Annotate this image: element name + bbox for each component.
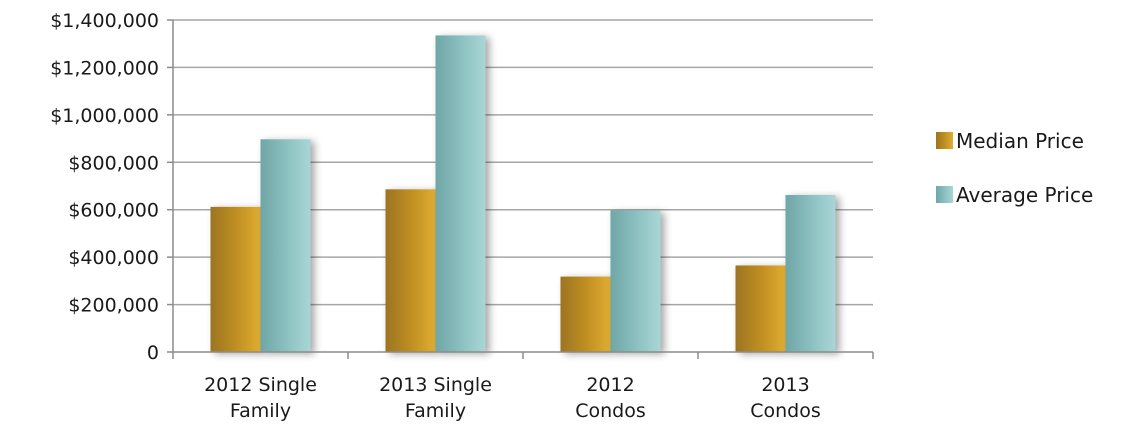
bar-average-price	[610, 210, 661, 352]
bar-median-price	[735, 265, 786, 352]
y-tick-label: $800,000	[68, 152, 159, 174]
x-category-label: Family	[230, 400, 291, 422]
legend-label: Median Price	[956, 129, 1084, 153]
x-category-label: 2013 Single	[379, 374, 492, 396]
x-category-label: Family	[405, 400, 466, 422]
x-category-label: 2013	[761, 374, 809, 396]
bar-average-price	[785, 195, 836, 352]
y-axis-tick-labels: 0 $200,000 $400,000 $600,000 $800,000 $1,000,…	[50, 10, 159, 364]
x-category-label: Condos	[575, 400, 646, 422]
bars	[210, 35, 836, 353]
bar-median-price	[385, 189, 436, 352]
y-tick-label: $200,000	[68, 295, 159, 317]
legend-swatch-average-price	[936, 186, 953, 203]
axes	[167, 19, 874, 359]
x-category-label: Condos	[750, 400, 821, 422]
x-axis-category-labels: 2012 Single Family 2013 Single Family 2012 Co…	[204, 374, 821, 422]
legend-swatch-median-price	[936, 132, 953, 149]
bar-median-price	[210, 206, 261, 352]
y-tick-label: $1,400,000	[50, 10, 159, 32]
bar-average-price	[260, 139, 311, 352]
y-tick-label: $1,200,000	[50, 57, 159, 79]
legend-label: Average Price	[956, 183, 1093, 207]
bar-average-price	[435, 35, 486, 353]
legend: Median Price Average Price	[936, 129, 1093, 207]
bar-median-price	[560, 276, 611, 352]
y-tick-label: $1,000,000	[50, 105, 159, 127]
y-tick-label: $600,000	[68, 200, 159, 222]
y-tick-label: 0	[147, 342, 159, 364]
x-category-label: 2012 Single	[204, 374, 317, 396]
y-tick-label: $400,000	[68, 247, 159, 269]
x-category-label: 2012	[586, 374, 634, 396]
